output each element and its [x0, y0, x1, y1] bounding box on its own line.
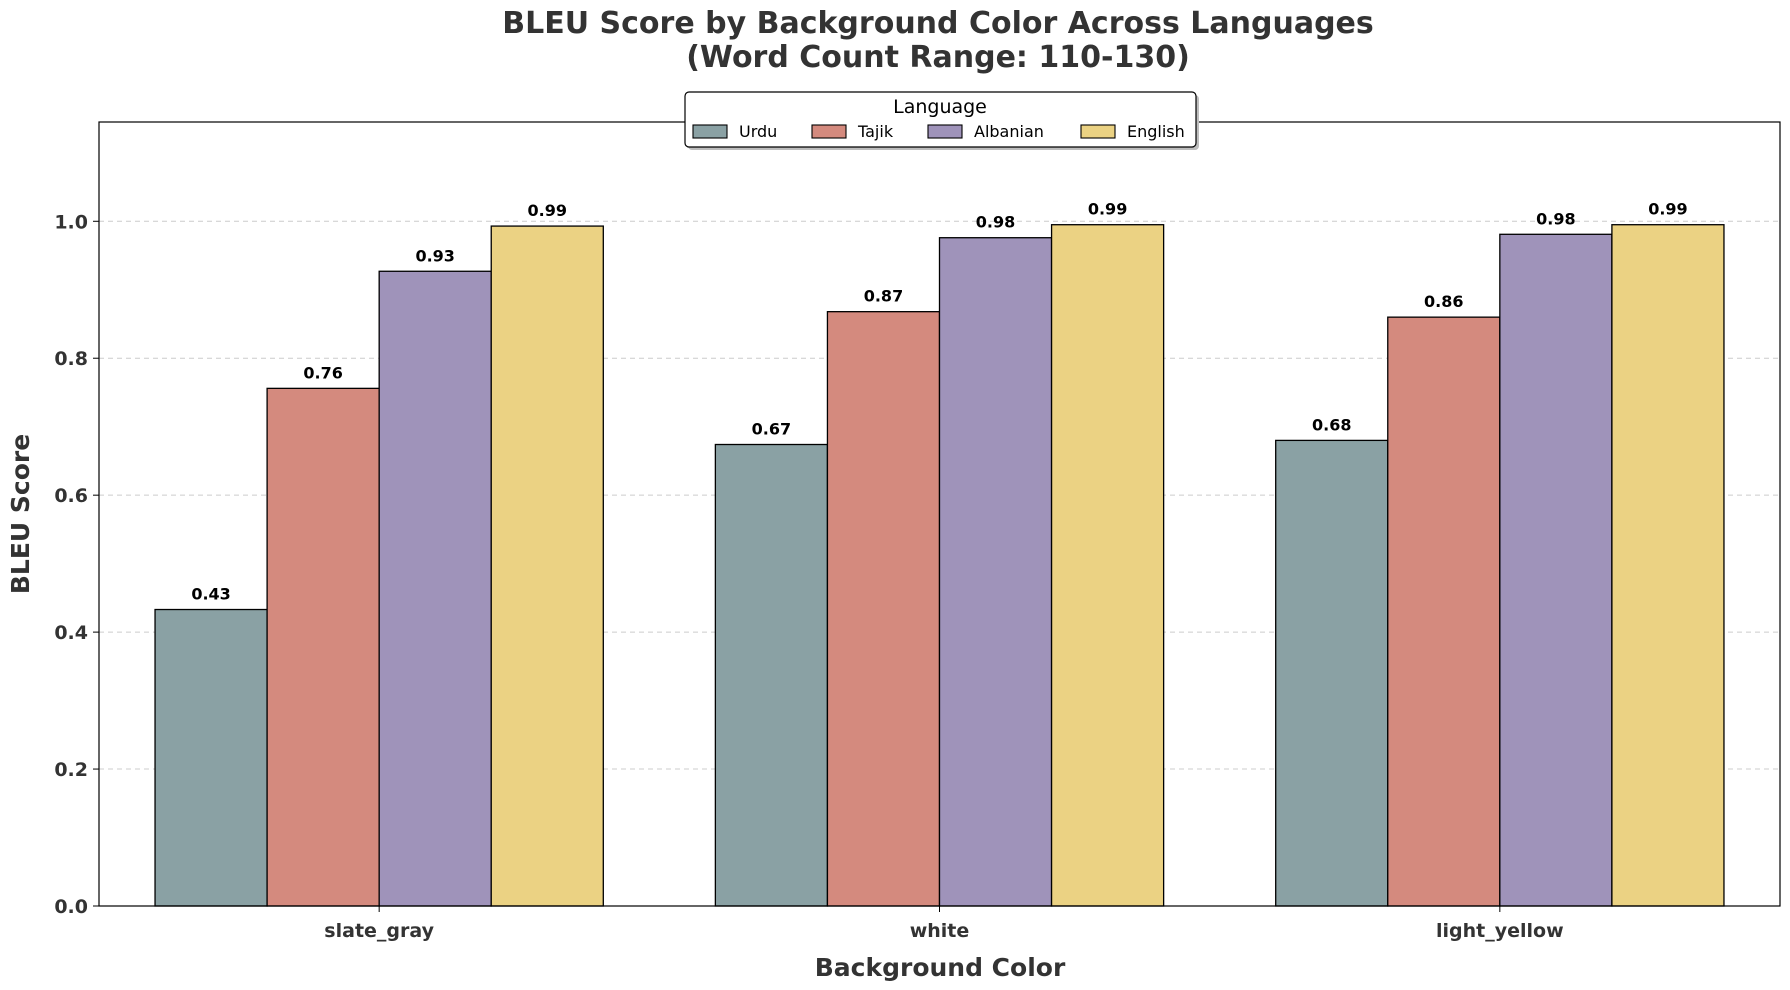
bar-albanian-light-yellow	[1499, 233, 1613, 907]
bar-value-label: 0.86	[1424, 292, 1463, 311]
legend-items: Urdu Tajik Albanian English	[692, 122, 1185, 141]
legend-swatch	[692, 124, 728, 139]
y-tick-label: 0.4	[54, 622, 88, 644]
x-axis-label: Background Color	[815, 953, 1066, 982]
bar-urdu-white	[714, 443, 829, 907]
bar-urdu-slate-gray	[154, 608, 268, 907]
bar-urdu-light-yellow	[1275, 439, 1389, 907]
bar-value-label: 0.98	[1536, 209, 1575, 228]
bar-english-white	[1050, 224, 1165, 907]
legend-item-english: English	[1080, 122, 1185, 141]
x-axis-ticks: slate_gray white light_yellow	[324, 906, 1564, 942]
bars	[154, 224, 1725, 907]
legend-label: Albanian	[974, 122, 1044, 141]
bar-albanian-white	[938, 237, 1053, 907]
legend-label: English	[1127, 122, 1185, 141]
bar-value-label: 0.99	[1088, 200, 1127, 219]
legend-title: Language	[893, 96, 987, 118]
y-tick-label: 1.0	[54, 211, 88, 233]
y-tick-label: 0.0	[54, 896, 88, 918]
x-tick-label: slate_gray	[324, 920, 434, 942]
bar-value-label: 0.99	[1648, 200, 1687, 219]
x-tick-label: white	[910, 920, 970, 942]
legend: Language Urdu Tajik Albanian English	[684, 91, 1199, 150]
legend-label: Urdu	[739, 122, 777, 141]
legend-swatch	[927, 124, 963, 139]
bar-value-labels: 0.43 0.76 0.93 0.99 0.67 0.87 0.98 0.99 0.68 0.86…	[191, 200, 1687, 604]
bar-albanian-slate-gray	[378, 270, 492, 907]
bar-english-slate-gray	[490, 225, 604, 907]
bar-tajik-slate-gray	[266, 387, 380, 907]
x-tick-label: light_yellow	[1436, 920, 1564, 942]
bar-value-label: 0.67	[752, 420, 791, 439]
chart-title-line-2: (Word Count Range: 110-130)	[686, 40, 1190, 75]
legend-swatch	[1080, 124, 1116, 139]
bar-value-label: 0.99	[528, 201, 567, 220]
legend-swatch	[811, 124, 847, 139]
y-axis-label: BLEU Score	[6, 434, 35, 594]
legend-label: Tajik	[857, 122, 894, 141]
bar-english-light-yellow	[1611, 224, 1725, 907]
legend-item-albanian: Albanian	[927, 122, 1044, 141]
legend-item-urdu: Urdu	[692, 122, 777, 141]
y-tick-label: 0.6	[54, 485, 88, 507]
bar-value-label: 0.93	[415, 246, 454, 265]
bar-value-label: 0.43	[191, 585, 230, 604]
legend-item-tajik: Tajik	[811, 122, 894, 141]
chart-title-line-1: BLEU Score by Background Color Across La…	[502, 6, 1374, 41]
bar-tajik-light-yellow	[1387, 316, 1501, 907]
bar-value-label: 0.87	[864, 287, 903, 306]
bar-value-label: 0.76	[303, 363, 342, 382]
bar-value-label: 0.98	[976, 213, 1015, 232]
bar-tajik-white	[826, 311, 941, 907]
bar-value-label: 0.68	[1312, 415, 1351, 434]
y-axis-ticks: 0.0 0.2 0.4 0.6 0.8 1.0	[54, 211, 99, 918]
y-tick-label: 0.8	[54, 348, 88, 370]
y-tick-label: 0.2	[54, 759, 88, 781]
